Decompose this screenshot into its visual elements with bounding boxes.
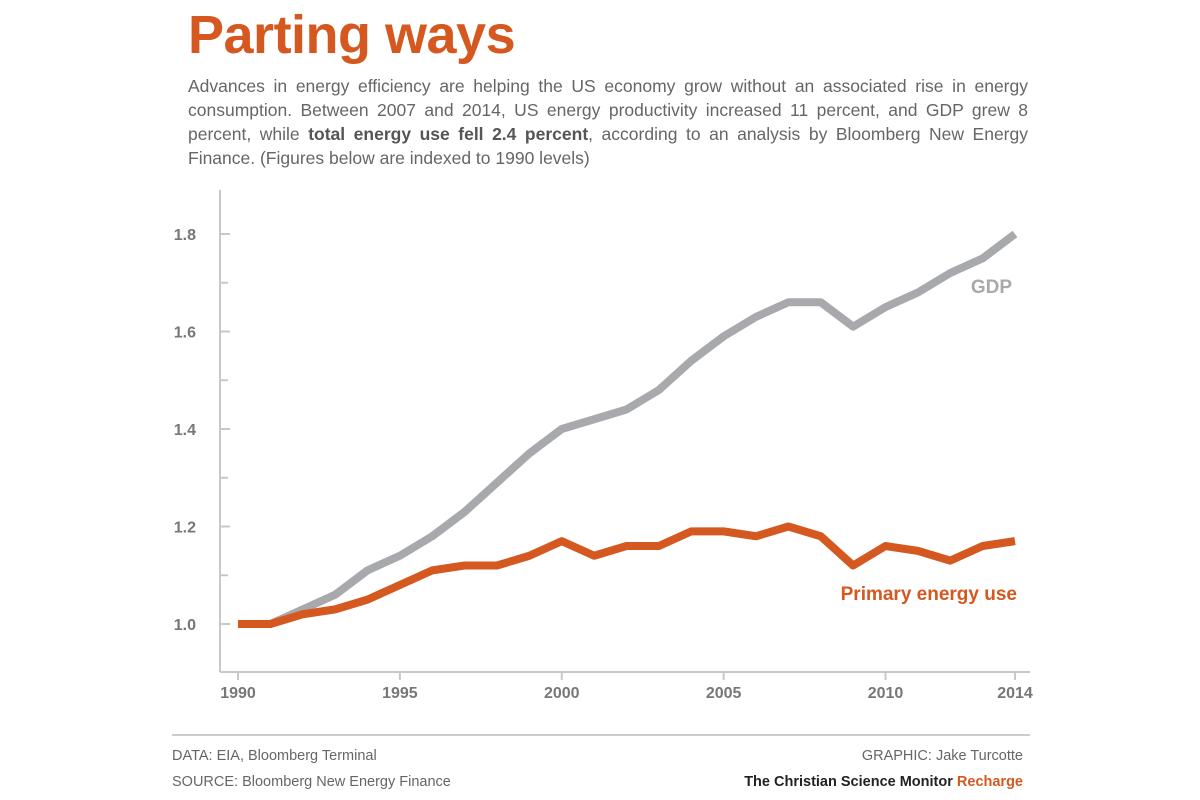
x-tick-label: 2005 — [706, 685, 742, 702]
subtitle-text: Advances in energy efficiency are helpin… — [188, 76, 1028, 144]
publisher-name: The Christian Science Monitor — [744, 774, 953, 790]
x-tick-label: 1995 — [382, 685, 418, 702]
publisher-credit: The Christian Science Monitor Recharge — [744, 774, 1023, 790]
y-tick-label: 1.0 — [174, 617, 196, 634]
y-tick-label: 1.6 — [174, 325, 196, 342]
series-label-gdp: GDP — [971, 277, 1013, 298]
y-tick-label: 1.8 — [174, 227, 196, 244]
publisher-section: Recharge — [956, 774, 1023, 790]
chart-subtitle: Advances in energy efficiency are helpin… — [188, 74, 1028, 170]
x-tick-label: 2010 — [868, 685, 904, 702]
subtitle-text-end: , according to an analysis by Bloomberg … — [188, 124, 1028, 168]
x-tick-label: 2000 — [544, 685, 580, 702]
gdp-line — [238, 230, 1018, 628]
x-tick-label: 1990 — [220, 685, 256, 702]
series-label-energy: Primary energy use — [841, 584, 1017, 605]
energy-line — [238, 522, 1016, 628]
x-tick-label: 2014 — [997, 685, 1033, 702]
data-credit: DATA: EIA, Bloomberg Terminal — [172, 748, 377, 764]
subtitle-bold: total energy use fell 2.4 percent — [308, 124, 589, 144]
graphic-credit: GRAPHIC: Jake Turcotte — [861, 748, 1023, 764]
y-tick-label: 1.2 — [174, 520, 196, 537]
chart-title: Parting ways — [188, 5, 516, 65]
source-credit: SOURCE: Bloomberg New Energy Finance — [172, 774, 451, 790]
y-tick-label: 1.4 — [174, 422, 196, 439]
